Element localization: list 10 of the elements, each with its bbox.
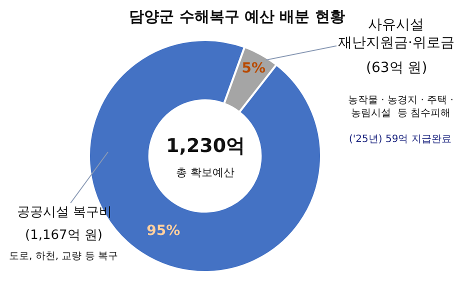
- text: ('25년) 59억 지급완료: [349, 134, 452, 145]
- text: 총 확보예산: [176, 166, 234, 179]
- donut-slice: [223, 46, 278, 114]
- text: 도로, 하천, 교량 등 복구: [9, 251, 118, 262]
- text: 농작물 · 농경지 · 주택 · 농림시설 등 침수피해: [348, 95, 454, 119]
- data-label: 95%: [146, 223, 180, 240]
- data-label: 5%: [242, 60, 266, 76]
- text: 1,230억: [166, 135, 246, 157]
- text: (1,167억 원): [25, 228, 102, 243]
- text: (63억 원): [366, 60, 428, 76]
